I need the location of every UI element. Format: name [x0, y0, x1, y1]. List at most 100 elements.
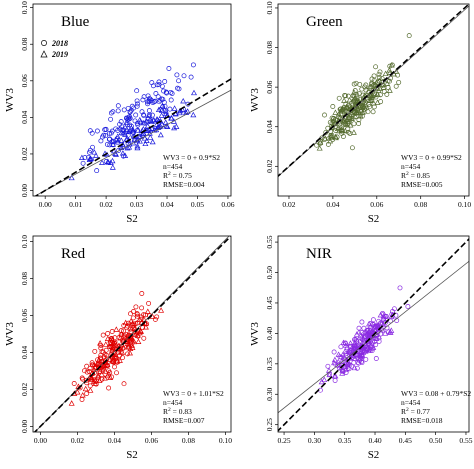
data-point-2018 — [139, 305, 145, 311]
x-tick-label: 0.45 — [399, 436, 412, 445]
data-point-2019 — [357, 352, 364, 359]
data-point-2018 — [352, 336, 358, 342]
data-point-2019 — [357, 102, 364, 108]
data-point-2019 — [341, 117, 348, 123]
data-point-2019 — [342, 127, 349, 134]
data-point-2018 — [361, 325, 367, 331]
data-point-2018 — [174, 72, 180, 78]
data-point-2019 — [191, 89, 197, 96]
data-point-2018 — [134, 311, 140, 317]
legend-triangle-marker — [40, 50, 48, 58]
data-point-2019 — [332, 133, 339, 140]
data-point-2018 — [133, 304, 139, 310]
data-point-2018 — [126, 116, 132, 122]
data-point-2018 — [153, 91, 159, 96]
sample-size: n=454 — [163, 162, 182, 171]
data-point-2018 — [90, 144, 95, 150]
data-point-2018 — [148, 97, 154, 103]
data-point-2019 — [360, 349, 367, 355]
data-point-2019 — [352, 113, 359, 119]
data-point-2019 — [350, 129, 357, 135]
data-point-2018 — [349, 363, 355, 369]
data-point-2018 — [105, 331, 111, 336]
data-point-2018 — [151, 99, 157, 105]
data-point-2018 — [370, 317, 376, 323]
data-point-2018 — [325, 363, 331, 369]
y-tick-label: 0.10 — [265, 1, 274, 14]
data-point-2019 — [358, 348, 365, 355]
data-point-2018 — [130, 315, 136, 321]
data-point-2019 — [344, 360, 351, 366]
data-point-2019 — [317, 139, 324, 145]
data-point-2018 — [356, 121, 362, 126]
data-point-2018 — [98, 345, 104, 351]
data-point-2019 — [114, 133, 121, 139]
data-point-2018 — [369, 76, 375, 82]
scatter-points — [68, 291, 165, 406]
data-point-2019 — [149, 125, 155, 131]
data-point-2018 — [396, 79, 402, 85]
data-point-2018 — [115, 108, 121, 114]
x-tick-label: 0.03 — [130, 200, 143, 209]
data-point-2019 — [105, 370, 112, 377]
data-point-2019 — [318, 378, 325, 385]
data-point-2019 — [148, 118, 155, 125]
data-point-2018 — [86, 149, 92, 155]
data-point-2018 — [379, 76, 385, 82]
x-tick-label: 0.08 — [414, 200, 427, 209]
data-point-2019 — [147, 134, 154, 140]
y-tick-label: 0.06 — [20, 309, 29, 322]
data-point-2018 — [87, 383, 93, 389]
data-point-2018 — [376, 338, 382, 344]
y-tick-label: 0.04 — [265, 120, 274, 133]
data-point-2018 — [94, 128, 100, 134]
data-point-2019 — [123, 119, 130, 126]
data-point-2018 — [145, 116, 151, 121]
data-point-2019 — [98, 366, 105, 372]
data-point-2019 — [382, 70, 389, 77]
data-point-2018 — [104, 141, 110, 147]
y-tick-label: 0.00 — [20, 420, 29, 433]
data-point-2019 — [356, 328, 362, 335]
data-point-2018 — [338, 344, 344, 350]
x-tick-label: 0.08 — [182, 436, 195, 445]
data-point-2018 — [125, 351, 130, 357]
data-point-2019 — [380, 81, 387, 87]
data-point-2019 — [158, 107, 165, 113]
data-point-2018 — [128, 328, 134, 334]
data-point-2018 — [134, 313, 140, 319]
data-point-2019 — [157, 131, 164, 138]
data-point-2019 — [104, 335, 111, 341]
data-point-2019 — [327, 137, 334, 144]
data-point-2019 — [95, 373, 102, 380]
data-point-2019 — [376, 85, 383, 91]
data-point-2019 — [136, 133, 143, 139]
data-point-2019 — [129, 344, 136, 351]
y-tick-label: 0.06 — [265, 80, 274, 93]
data-point-2019 — [68, 400, 75, 406]
sample-size: n=454 — [401, 398, 420, 407]
legend-label: 2018 — [51, 39, 68, 48]
data-point-2019 — [179, 106, 186, 113]
y-axis-title: WV3 — [4, 322, 16, 346]
x-tick-label: 0.50 — [429, 436, 442, 445]
data-point-2019 — [144, 308, 151, 314]
data-point-2018 — [110, 109, 116, 115]
data-point-2019 — [137, 118, 144, 125]
data-point-2019 — [112, 353, 119, 359]
data-point-2018 — [156, 82, 162, 88]
data-point-2018 — [351, 121, 357, 127]
data-point-2019 — [128, 325, 135, 332]
data-point-2018 — [328, 133, 334, 138]
data-point-2019 — [96, 377, 103, 383]
data-point-2018 — [120, 153, 126, 159]
data-point-2018 — [84, 391, 90, 396]
data-point-2019 — [134, 142, 141, 149]
data-point-2018 — [190, 62, 196, 68]
x-tick-label: 0.01 — [69, 200, 82, 209]
data-point-2019 — [339, 126, 346, 133]
x-tick-label: 0.10 — [458, 200, 471, 209]
data-point-2019 — [149, 138, 156, 145]
data-point-2019 — [176, 109, 183, 116]
data-point-2018 — [79, 375, 85, 381]
